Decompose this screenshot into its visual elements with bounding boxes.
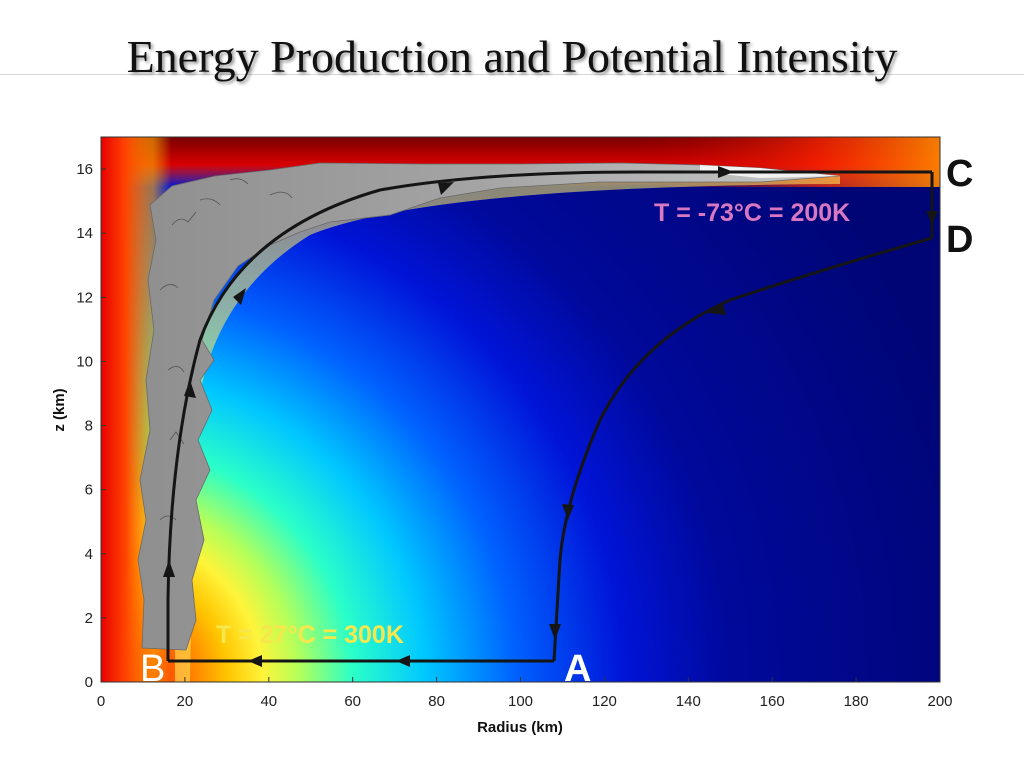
lower-temperature-label: T = 27°C = 300K bbox=[216, 621, 404, 649]
y-tick-label: 0 bbox=[85, 674, 93, 691]
point-label-d: D bbox=[946, 219, 973, 261]
arrow-b-c-3 bbox=[233, 288, 246, 305]
arrow-d-a-2 bbox=[562, 504, 574, 520]
point-label-a: A bbox=[564, 648, 591, 690]
y-tick-label: 10 bbox=[76, 353, 93, 370]
point-label-c: C bbox=[946, 153, 973, 195]
x-tick-label: 140 bbox=[676, 693, 701, 710]
y-tick-label: 12 bbox=[76, 289, 93, 306]
cloud-texture bbox=[159, 178, 293, 521]
cycle-arrows bbox=[163, 166, 938, 667]
y-tick-label: 2 bbox=[85, 610, 93, 627]
arrow-b-c-1 bbox=[163, 560, 175, 577]
x-tick-label: 160 bbox=[760, 693, 785, 710]
arrow-a-b-2 bbox=[248, 655, 262, 667]
arrow-c-d bbox=[926, 211, 938, 225]
slide-title: Energy Production and Potential Intensit… bbox=[126, 31, 898, 82]
x-tick-label: 60 bbox=[344, 693, 361, 710]
x-tick-label: 40 bbox=[260, 693, 277, 710]
upper-temperature-label: T = -73°C = 200K bbox=[654, 199, 850, 227]
x-tick-label: 200 bbox=[927, 693, 952, 710]
x-axis-label: Radius (km) bbox=[477, 719, 563, 736]
x-tick-label: 120 bbox=[592, 693, 617, 710]
arrow-a-b-1 bbox=[396, 655, 410, 667]
cycle-path bbox=[166, 170, 934, 663]
y-axis-label: z (km) bbox=[51, 388, 68, 431]
y-tick-label: 8 bbox=[85, 418, 93, 435]
leg-d-to-a bbox=[552, 236, 933, 662]
arrow-b-c-4 bbox=[438, 182, 454, 195]
y-tick-label: 6 bbox=[85, 482, 93, 499]
arrow-b-c-2 bbox=[184, 380, 196, 398]
y-tick-label: 16 bbox=[76, 161, 93, 178]
leg-b-to-c bbox=[166, 170, 932, 661]
y-axis: 0 2 4 6 8 10 12 14 16 bbox=[76, 161, 106, 691]
x-tick-label: 100 bbox=[508, 693, 533, 710]
arrow-b-c-5 bbox=[718, 166, 734, 178]
x-tick-label: 180 bbox=[844, 693, 869, 710]
y-tick-label: 14 bbox=[76, 225, 93, 242]
x-tick-label: 0 bbox=[97, 693, 105, 710]
title-divider bbox=[0, 74, 1024, 75]
y-tick-label: 4 bbox=[85, 546, 93, 563]
x-tick-label: 20 bbox=[177, 693, 194, 710]
arrow-d-a-1 bbox=[708, 303, 726, 315]
point-label-b: B bbox=[140, 648, 165, 690]
x-axis: 0 20 40 60 80 100 120 140 160 180 200 bbox=[97, 677, 953, 710]
eyewall-cloud bbox=[137, 162, 841, 651]
x-tick-label: 80 bbox=[428, 693, 445, 710]
arrow-d-a-3 bbox=[549, 624, 561, 640]
